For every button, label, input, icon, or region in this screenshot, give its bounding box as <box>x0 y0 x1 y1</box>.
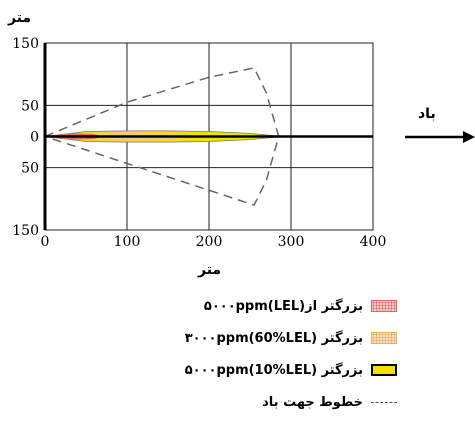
x-tick-label: 100 <box>114 234 141 250</box>
x-tick-label: 300 <box>278 234 305 250</box>
x-tick-label: 200 <box>196 234 223 250</box>
y-axis-label: متر <box>7 10 31 26</box>
wind-direction-lines <box>44 67 280 206</box>
wind-label: باد <box>418 106 436 122</box>
legend-label: بزرگتر از۵۰۰۰ppm(LEL) <box>203 298 363 314</box>
legend-swatch-60lel <box>371 332 397 344</box>
legend-item: بزرگتر از۵۰۰۰ppm(LEL) <box>97 290 397 322</box>
x-tick-label: 0 <box>41 234 50 250</box>
legend: بزرگتر از۵۰۰۰ppm(LEL) بزرگتر ۳۰۰۰ppm(60%… <box>97 290 397 418</box>
legend-swatch-10lel <box>371 364 397 376</box>
chart-tick-labels: 0 100 200 300 400 150 50 0 50 150 <box>12 36 386 250</box>
y-tick-label: 0 <box>30 130 39 146</box>
legend-label: بزرگتر ۵۰۰۰ppm(10%LEL) <box>184 362 363 378</box>
y-tick-label: 50 <box>21 98 39 114</box>
x-axis-label: متر <box>197 262 221 278</box>
y-tick-label: 150 <box>12 36 39 52</box>
legend-item: خطوط جهت باد <box>97 386 397 418</box>
legend-item: بزرگتر ۳۰۰۰ppm(60%LEL) <box>97 322 397 354</box>
y-tick-label: 150 <box>12 223 39 239</box>
x-tick-label: 400 <box>360 234 387 250</box>
legend-label: خطوط جهت باد <box>262 394 363 410</box>
legend-swatch-lel <box>371 300 397 312</box>
legend-swatch-wind-lines <box>371 396 397 408</box>
y-tick-label: 50 <box>21 161 39 177</box>
wind-arrow-icon <box>405 131 475 143</box>
legend-item: بزرگتر ۵۰۰۰ppm(10%LEL) <box>97 354 397 386</box>
legend-label: بزرگتر ۳۰۰۰ppm(60%LEL) <box>184 330 363 346</box>
chart-axes <box>43 43 373 230</box>
